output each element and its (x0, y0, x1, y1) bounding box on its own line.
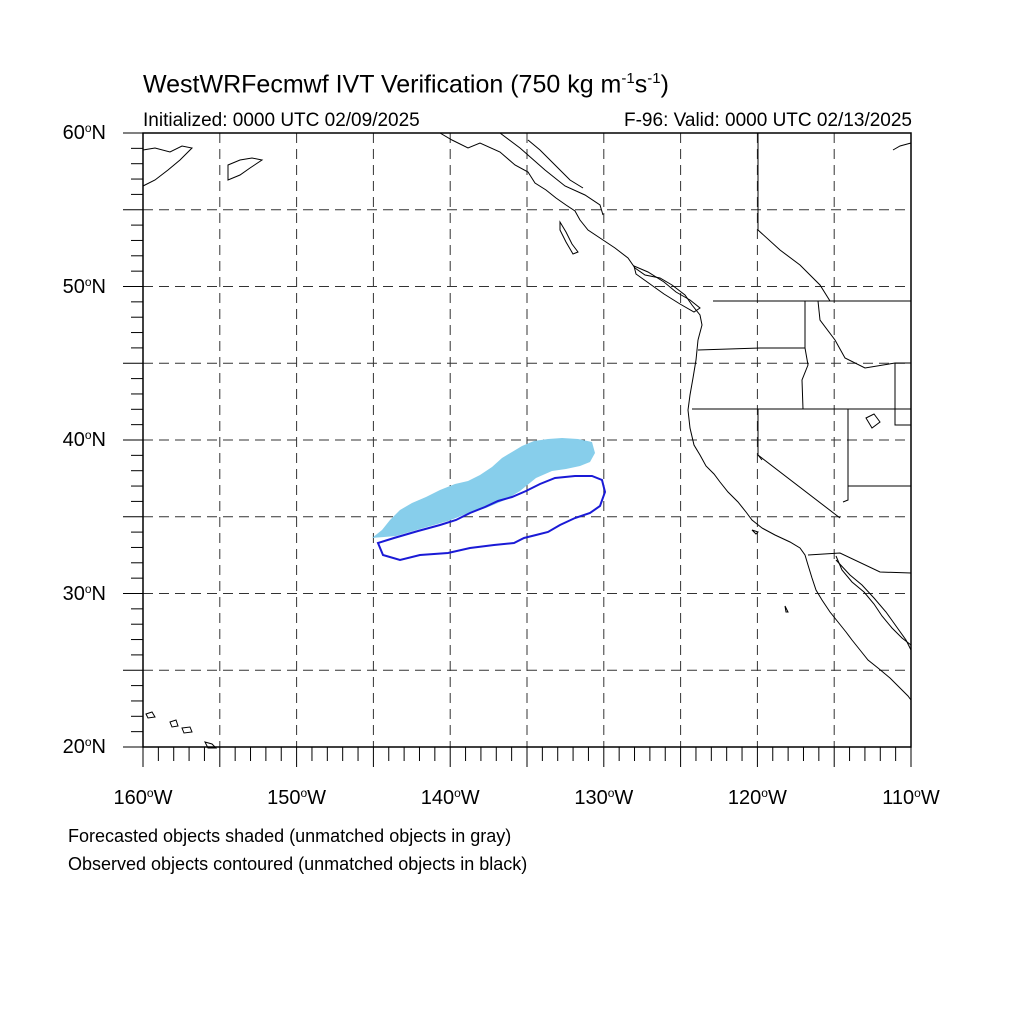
island-guadalupe (784, 605, 789, 613)
lat-value: 40 (62, 429, 85, 451)
island-channel (751, 529, 759, 535)
lat-value: 20 (62, 736, 85, 758)
lon-value: 120 (727, 787, 762, 809)
lat-hemisphere: N (91, 582, 106, 605)
coast-west-us (687, 339, 912, 701)
degree-sign: o (914, 786, 921, 800)
lon-hemisphere: W (307, 787, 327, 809)
graticule (143, 133, 911, 747)
lon-value: 130 (574, 787, 608, 809)
plot-frame (142, 132, 912, 748)
lon-hemisphere: W (920, 787, 940, 809)
longitude-label: 150oW (267, 786, 326, 810)
coast-canada-inner (499, 132, 604, 216)
lon-value: 110 (882, 787, 915, 809)
political-borders (527, 133, 912, 574)
degree-sign: o (300, 786, 308, 800)
lon-value: 150 (267, 787, 301, 809)
axis-ticks (123, 132, 912, 767)
border-ca-nv (757, 409, 841, 519)
lon-hemisphere: W (153, 787, 173, 809)
island-haida-gwaii (559, 220, 579, 255)
longitude-label: 110oW (882, 786, 939, 810)
degree-sign: o (146, 786, 154, 800)
latitude-label: 30oN (63, 582, 106, 606)
latitude-label: 50oN (63, 275, 106, 299)
border-nv-az (842, 409, 849, 503)
lat-value: 30 (62, 582, 85, 605)
island-kodiak (227, 157, 264, 181)
degree-sign: o (607, 786, 615, 800)
lon-value: 160 (113, 787, 147, 809)
coast-alaska-west (142, 145, 194, 187)
forecast-legend-note: Forecasted objects shaded (unmatched obj… (68, 826, 512, 846)
border-mt-id (817, 300, 911, 369)
lat-hemisphere: N (91, 275, 106, 298)
initialized-time: Initialized: 0000 UTC 02/09/2025 (143, 110, 420, 131)
island-vancouver (633, 265, 701, 313)
longitude-label: 130oW (574, 786, 633, 810)
longitude-label: 160oW (114, 786, 173, 810)
great-salt-lake (865, 413, 881, 429)
observed-legend-note: Observed objects contoured (unmatched ob… (68, 854, 528, 874)
degree-sign: o (84, 274, 92, 289)
lat-hemisphere: N (91, 122, 106, 144)
lat-value: 50 (62, 275, 85, 298)
border-wy (894, 363, 911, 426)
degree-sign: o (454, 786, 461, 800)
lon-value: 140 (420, 787, 455, 809)
longitude-label: 140oW (421, 786, 480, 810)
lat-hemisphere: N (91, 429, 106, 451)
border-alberta (757, 133, 831, 302)
longitude-label: 120oW (728, 786, 787, 810)
coast-hudson (892, 142, 912, 151)
degree-sign: o (761, 786, 768, 800)
latitude-label: 60oN (63, 121, 106, 145)
lake-tahoe (757, 454, 763, 461)
degree-sign: o (84, 121, 92, 135)
border-alaska-canada (527, 139, 584, 189)
valid-time: F-96: Valid: 0000 UTC 02/13/2025 (624, 110, 912, 131)
lon-hemisphere: W (460, 787, 480, 809)
island-hawaii-4 (204, 741, 218, 749)
chart-title: WestWRFecmwf IVT Verification (750 kg m-… (143, 70, 669, 99)
degree-sign: o (84, 581, 92, 596)
island-hawaii-3 (181, 726, 193, 734)
lon-hemisphere: W (767, 787, 787, 809)
border-id-west (801, 301, 809, 410)
degree-sign: o (84, 735, 92, 749)
observed-object (376, 475, 607, 562)
lat-hemisphere: N (91, 736, 106, 758)
lat-value: 60 (62, 122, 85, 144)
coastlines (142, 132, 912, 749)
coast-sea-of-cortez (835, 555, 912, 646)
coast-alaska-bc (439, 132, 703, 341)
island-hawaii-2 (169, 719, 179, 728)
island-hawaii-1 (145, 711, 156, 719)
border-us-mexico (807, 552, 912, 574)
latitude-label: 20oN (63, 735, 106, 759)
forecast-object (372, 438, 595, 538)
latitude-label: 40oN (63, 428, 106, 452)
coast-mainland-mexico (835, 559, 912, 651)
degree-sign: o (84, 428, 92, 442)
border-wa-or (697, 347, 805, 351)
lon-hemisphere: W (614, 787, 634, 809)
